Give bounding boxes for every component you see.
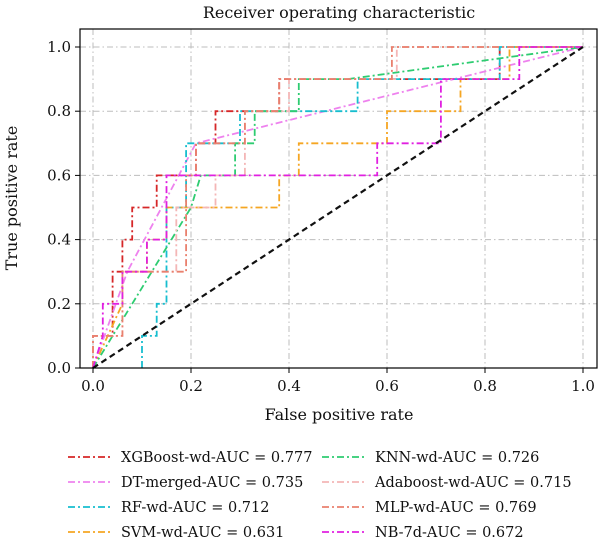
legend-label: DT-merged-AUC = 0.735 (121, 475, 303, 491)
legend-label: KNN-wd-AUC = 0.726 (375, 450, 539, 466)
roc-series-6 (92, 46, 583, 368)
x-tick-label: 0.6 (375, 377, 399, 395)
legend-label: SVM-wd-AUC = 0.631 (121, 525, 284, 541)
chart-title: Receiver operating characteristic (203, 3, 475, 22)
y-tick-label: 0.6 (47, 166, 71, 184)
legend-label: RF-wd-AUC = 0.712 (121, 500, 269, 516)
y-tick-label: 0.0 (47, 359, 71, 377)
x-tick-label: 0.4 (277, 377, 301, 395)
chance-diagonal-line (92, 46, 584, 369)
x-tick-label: 0.8 (473, 377, 497, 395)
axis-ticks: 0.0 0.2 0.4 0.6 0.8 1.0 0.0 0.2 0.4 0.6 0.8 1.0 (47, 38, 595, 395)
legend-label: XGBoost-wd-AUC = 0.777 (121, 450, 312, 466)
plot-frame (79, 28, 598, 369)
y-axis-label: True positive rate (2, 126, 21, 271)
roc-series-7 (92, 46, 583, 369)
roc-series-2 (141, 46, 583, 368)
legend-label: Adaboost-wd-AUC = 0.715 (374, 475, 572, 491)
y-tick-label: 0.4 (47, 231, 71, 249)
roc-series-4 (92, 46, 584, 369)
y-tick-label: 0.2 (47, 295, 71, 313)
x-axis-label: False positive rate (265, 405, 414, 424)
x-tick-label: 0.2 (179, 377, 203, 395)
legend: XGBoost-wd-AUC = 0.777 DT-merged-AUC = 0.… (68, 450, 572, 541)
y-tick-label: 0.8 (47, 102, 71, 120)
roc-series-1 (92, 46, 584, 369)
plot-series (92, 46, 584, 369)
x-tick-label: 1.0 (571, 377, 595, 395)
legend-label: NB-7d-AUC = 0.672 (375, 525, 524, 541)
legend-label: MLP-wd-AUC = 0.769 (375, 500, 537, 516)
y-tick-label: 1.0 (47, 38, 71, 56)
x-tick-label: 0.0 (81, 377, 105, 395)
